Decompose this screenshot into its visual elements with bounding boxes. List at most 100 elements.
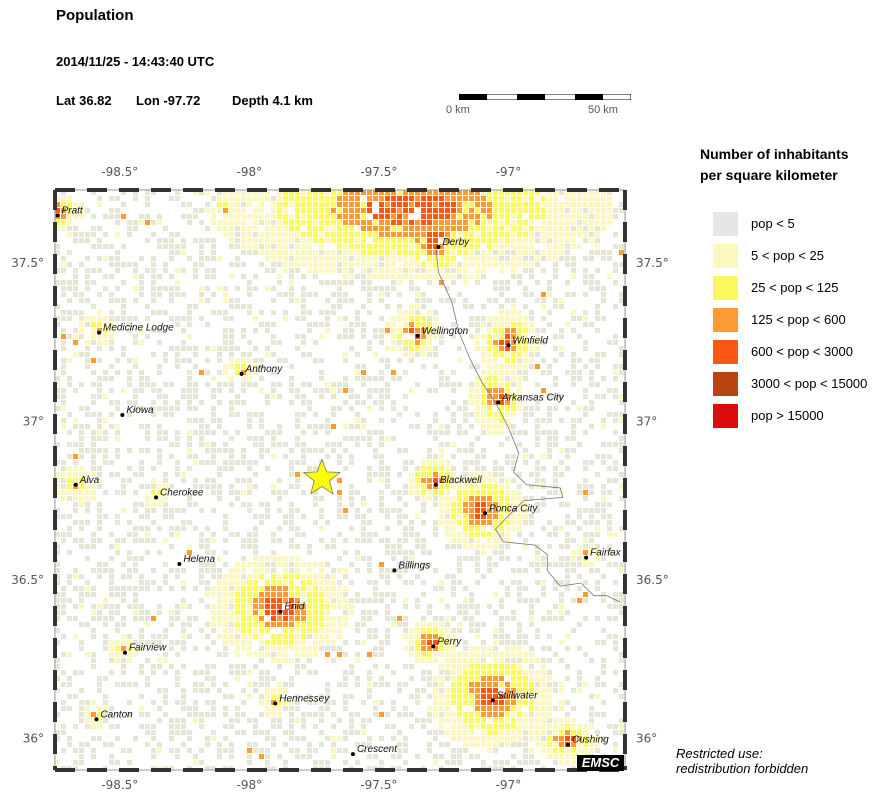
density-cell: [331, 202, 336, 207]
city-marker[interactable]: [566, 742, 570, 747]
density-cell: [247, 370, 252, 375]
density-cell: [115, 652, 120, 657]
density-cell: [541, 700, 546, 705]
density-cell: [433, 526, 438, 531]
city-marker[interactable]: [431, 644, 436, 649]
density-cell: [469, 754, 474, 759]
city-marker[interactable]: [490, 698, 495, 703]
density-cell: [271, 220, 276, 225]
density-cell: [505, 370, 510, 375]
density-cell: [439, 598, 444, 603]
city-marker[interactable]: [483, 511, 488, 516]
density-cell: [607, 544, 612, 549]
density-cell: [91, 226, 96, 231]
density-cell: [547, 250, 552, 255]
city-marker[interactable]: [177, 561, 182, 566]
density-cell: [271, 574, 276, 579]
density-cell: [349, 346, 354, 351]
density-cell: [133, 616, 138, 621]
density-cell: [199, 286, 204, 291]
density-cell: [79, 688, 84, 693]
density-cell: [409, 220, 414, 225]
city-marker[interactable]: [415, 333, 420, 338]
density-cell: [601, 286, 606, 291]
density-cell: [193, 478, 198, 483]
density-cell: [385, 616, 390, 621]
city-marker[interactable]: [584, 555, 589, 560]
city-marker[interactable]: [94, 717, 99, 722]
density-cell: [247, 682, 252, 687]
density-cell: [427, 676, 432, 681]
density-cell: [139, 328, 144, 333]
density-cell: [223, 310, 228, 315]
density-cell: [367, 202, 372, 207]
density-cell: [289, 646, 294, 651]
city-marker[interactable]: [55, 213, 60, 218]
density-cell: [301, 412, 306, 417]
density-cell: [223, 736, 228, 741]
density-cell: [451, 454, 456, 459]
density-cell: [91, 370, 96, 375]
density-cell: [229, 628, 234, 633]
density-cell: [403, 340, 408, 345]
density-cell: [139, 580, 144, 585]
density-cell: [445, 274, 450, 279]
density-cell: [481, 232, 486, 237]
density-cell: [505, 454, 510, 459]
density-cell: [67, 202, 72, 207]
density-cell: [73, 274, 78, 279]
density-cell: [67, 736, 72, 741]
density-cell: [205, 646, 210, 651]
city-marker[interactable]: [120, 413, 125, 418]
density-cell: [181, 568, 186, 573]
density-cell: [511, 220, 516, 225]
density-cell: [55, 628, 60, 633]
city-marker[interactable]: [506, 343, 511, 348]
density-cell: [121, 586, 126, 591]
density-cell: [55, 736, 60, 741]
density-cell: [367, 688, 372, 693]
density-cell: [391, 196, 396, 201]
density-cell: [517, 760, 522, 765]
city-marker[interactable]: [433, 482, 438, 487]
city-marker[interactable]: [154, 495, 159, 500]
density-cell: [367, 256, 372, 261]
density-cell: [565, 754, 570, 759]
density-cell: [511, 208, 516, 213]
density-cell: [493, 244, 498, 249]
epicenter-star-icon[interactable]: [302, 458, 341, 495]
city-marker[interactable]: [392, 568, 397, 573]
city-marker[interactable]: [273, 701, 278, 706]
density-cell: [493, 640, 498, 645]
density-cell: [145, 502, 150, 507]
density-cell: [247, 286, 252, 291]
density-cell: [499, 268, 504, 273]
density-cell: [427, 262, 432, 267]
density-cell: [199, 238, 204, 243]
density-cell: [85, 322, 90, 327]
density-cell: [499, 262, 504, 267]
lat-tick-label: 36°: [23, 731, 44, 745]
city-marker[interactable]: [97, 330, 102, 335]
density-cell: [265, 346, 270, 351]
density-cell: [439, 430, 444, 435]
city-marker[interactable]: [350, 752, 355, 757]
density-cell: [469, 724, 474, 729]
city-marker[interactable]: [122, 650, 127, 655]
density-cell: [373, 400, 378, 405]
city-marker[interactable]: [496, 400, 501, 405]
density-cell: [397, 316, 402, 321]
density-cell: [55, 562, 60, 567]
density-cell: [481, 742, 486, 747]
density-cell: [433, 502, 438, 507]
city-marker[interactable]: [278, 609, 283, 614]
city-marker[interactable]: [436, 245, 441, 250]
density-cell: [397, 688, 402, 693]
density-cell: [373, 430, 378, 435]
density-cell: [529, 496, 534, 501]
density-cell: [505, 556, 510, 561]
city-marker[interactable]: [73, 482, 78, 487]
city-marker[interactable]: [239, 371, 244, 376]
density-cell: [379, 442, 384, 447]
